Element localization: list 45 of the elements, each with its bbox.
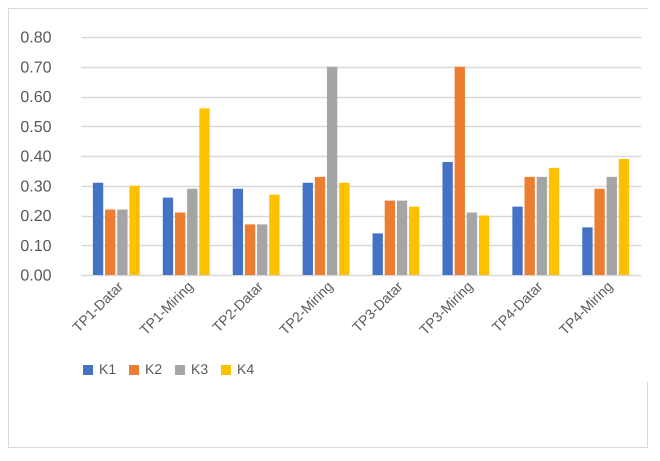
- y-tick-label: 0.10: [20, 238, 52, 255]
- bar: [396, 200, 408, 275]
- bar: [594, 188, 605, 275]
- bar: [187, 188, 198, 275]
- y-tick-label: 0.60: [20, 89, 52, 106]
- y-tick-label: 0.00: [20, 268, 52, 284]
- y-tick-label: 0.20: [20, 208, 52, 225]
- bar: [117, 210, 128, 275]
- y-tick-label: 0.50: [20, 118, 52, 136]
- bar: [92, 182, 104, 275]
- bar: [302, 182, 313, 275]
- bar: [257, 224, 268, 275]
- bar: [409, 206, 420, 275]
- bar: [232, 188, 244, 275]
- bar: [442, 162, 453, 275]
- bar: [174, 212, 186, 275]
- y-tick-label: 0.40: [20, 148, 52, 166]
- bar: [314, 176, 326, 275]
- bar: [466, 212, 478, 275]
- bar: [606, 176, 617, 275]
- bar: [384, 200, 396, 275]
- y-tick-label: 0.70: [20, 59, 52, 76]
- bar: [105, 210, 116, 275]
- bar: [454, 66, 465, 275]
- bar: [372, 233, 383, 275]
- bar: [244, 224, 256, 275]
- bar: [478, 216, 490, 275]
- legend-label: K2: [145, 361, 162, 377]
- bar: [582, 227, 593, 275]
- y-tick-label: 0.30: [20, 178, 52, 196]
- legend-label: K1: [99, 361, 116, 377]
- bar: [512, 206, 523, 275]
- legend-label: K4: [237, 361, 254, 377]
- bar: [548, 168, 560, 275]
- bar: [129, 186, 140, 275]
- bar: [162, 198, 174, 275]
- legend-label: K3: [191, 361, 208, 377]
- bar: [339, 182, 350, 275]
- bar: [524, 176, 535, 275]
- bar: [326, 66, 338, 275]
- bar: [618, 158, 630, 275]
- bar: [199, 108, 210, 275]
- y-tick-label: 0.80: [20, 30, 52, 46]
- bar: [536, 176, 548, 275]
- bar: [269, 194, 280, 275]
